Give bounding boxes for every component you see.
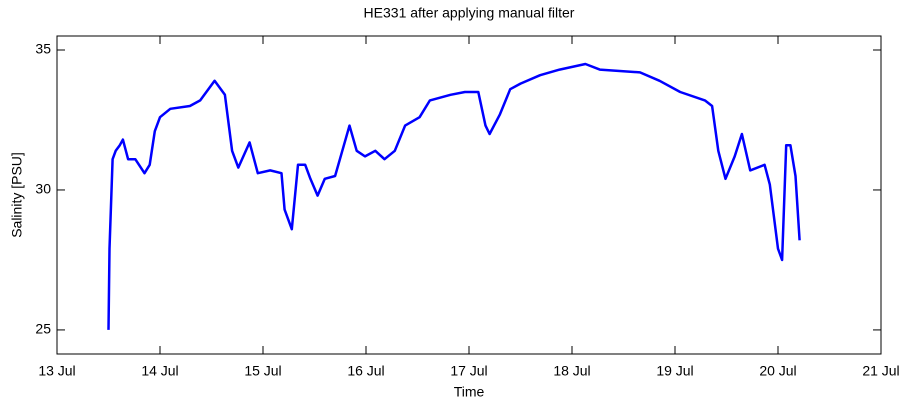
x-tick-label: 14 Jul [141, 363, 178, 379]
salinity-line [107, 62, 801, 330]
x-tick-label: 21 Jul [862, 363, 899, 379]
y-tick-label: 25 [35, 321, 51, 337]
x-tick-label: 16 Jul [347, 363, 384, 379]
x-axis-label: Time [454, 384, 485, 400]
y-axis-label: Salinity [PSU] [9, 152, 25, 238]
x-tick-label: 15 Jul [244, 363, 281, 379]
x-tick-label: 13 Jul [38, 363, 75, 379]
x-tick-label: 17 Jul [450, 363, 487, 379]
chart-title: HE331 after applying manual filter [364, 5, 575, 21]
y-tick-label: 30 [35, 181, 51, 197]
x-tick-label: 20 Jul [759, 363, 796, 379]
plot-frame [56, 35, 882, 355]
y-tick-label: 35 [35, 41, 51, 57]
x-tick-label: 18 Jul [553, 363, 590, 379]
x-tick-label: 19 Jul [656, 363, 693, 379]
